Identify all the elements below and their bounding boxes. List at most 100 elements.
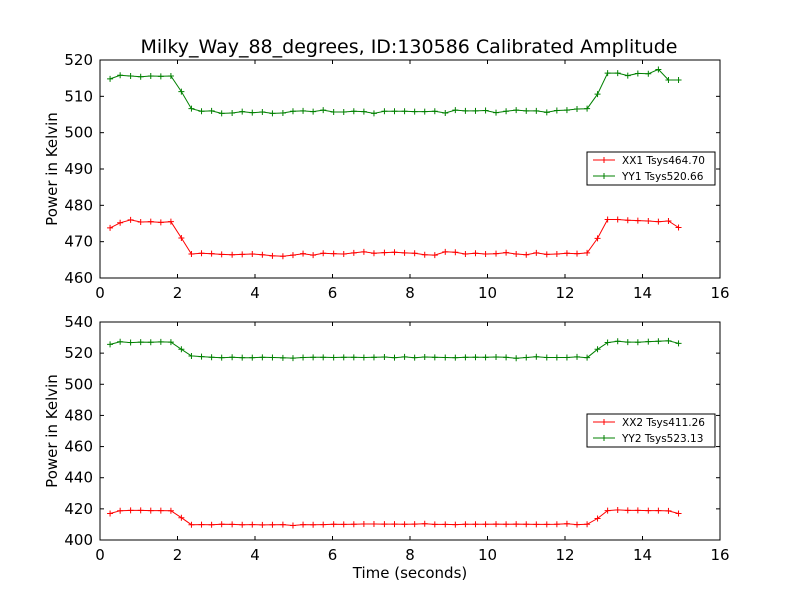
y-tick-label: 490	[64, 160, 93, 178]
y-tick-label: 460	[64, 269, 93, 287]
data-point	[360, 108, 367, 115]
data-point	[645, 507, 652, 514]
data-point	[340, 108, 347, 115]
data-point	[330, 108, 337, 115]
data-point	[462, 354, 469, 361]
legend-label: XX1 Tsys464.70	[622, 155, 705, 167]
data-point	[350, 249, 357, 256]
data-point	[117, 338, 124, 345]
data-point	[188, 352, 195, 359]
data-point	[229, 521, 236, 528]
data-point	[513, 521, 520, 528]
y-tick-label: 500	[64, 124, 93, 142]
data-point	[543, 251, 550, 258]
data-point	[452, 107, 459, 114]
data-point	[675, 224, 682, 231]
legend: XX2 Tsys411.26 YY2 Tsys523.13	[586, 413, 716, 448]
data-point	[523, 521, 530, 528]
data-point	[523, 354, 530, 361]
data-point	[167, 72, 174, 79]
data-point	[482, 107, 489, 114]
data-point	[675, 76, 682, 83]
data-point	[198, 250, 205, 257]
data-point	[279, 354, 286, 361]
x-tick-label: 2	[173, 546, 183, 564]
data-point	[117, 507, 124, 514]
data-point	[431, 252, 438, 259]
data-point	[320, 354, 327, 361]
data-point	[574, 353, 581, 360]
legend-marker	[601, 419, 607, 425]
data-point	[350, 521, 357, 528]
data-point	[634, 217, 641, 224]
data-point	[655, 338, 662, 345]
data-point	[188, 251, 195, 258]
plot-1: 0 2 4 6 8 10 12 14 16 460 470 480 490 500 510 520 Power …	[43, 51, 730, 302]
data-point	[198, 521, 205, 528]
data-point	[300, 250, 307, 257]
legend-box	[586, 413, 716, 448]
data-point	[513, 355, 520, 362]
data-point	[543, 354, 550, 361]
data-point	[218, 354, 225, 361]
x-tick-label: 6	[328, 284, 338, 302]
data-point	[269, 252, 276, 259]
data-point	[411, 108, 418, 115]
data-point	[462, 521, 469, 528]
data-point	[340, 521, 347, 528]
data-point	[655, 507, 662, 514]
y-tick-label: 470	[64, 233, 93, 251]
data-point	[624, 72, 631, 79]
data-point	[462, 107, 469, 114]
data-point	[350, 108, 357, 115]
data-point	[442, 110, 449, 117]
data-point	[472, 354, 479, 361]
data-point	[107, 341, 114, 348]
data-point	[584, 105, 591, 112]
data-point	[665, 337, 672, 344]
data-point	[503, 249, 510, 256]
data-point	[675, 510, 682, 517]
data-point	[442, 521, 449, 528]
y-axis-label: Power in Kelvin	[43, 374, 61, 488]
data-point	[370, 110, 377, 117]
y-tick-label: 460	[64, 438, 93, 456]
data-point	[310, 252, 317, 259]
data-point	[178, 88, 185, 95]
data-point	[493, 521, 500, 528]
x-tick-label: 16	[710, 546, 729, 564]
data-point	[310, 354, 317, 361]
data-point	[513, 251, 520, 258]
data-point	[574, 250, 581, 257]
data-point	[279, 253, 286, 260]
data-point	[513, 107, 520, 114]
data-point	[370, 520, 377, 527]
data-point	[482, 251, 489, 258]
data-point	[300, 521, 307, 528]
data-point	[503, 521, 510, 528]
data-point	[249, 109, 256, 116]
data-point	[208, 250, 215, 257]
data-point	[117, 72, 124, 79]
data-point	[665, 76, 672, 83]
data-point	[563, 250, 570, 257]
data-point	[452, 249, 459, 256]
x-tick-label: 14	[633, 284, 652, 302]
plots: 0 2 4 6 8 10 12 14 16460470480490500510520Power …	[43, 51, 730, 582]
legend: XX1 Tsys464.70 YY1 Tsys520.66	[586, 151, 716, 186]
data-point	[269, 354, 276, 361]
data-point	[208, 354, 215, 361]
data-point	[127, 339, 134, 346]
data-point	[137, 73, 144, 80]
data-point	[340, 251, 347, 258]
data-point	[503, 354, 510, 361]
data-point	[482, 354, 489, 361]
data-point	[431, 521, 438, 528]
data-point	[157, 219, 164, 226]
data-point	[472, 250, 479, 257]
data-point	[198, 353, 205, 360]
data-point	[533, 107, 540, 114]
data-point	[137, 219, 144, 226]
data-point	[178, 514, 185, 521]
